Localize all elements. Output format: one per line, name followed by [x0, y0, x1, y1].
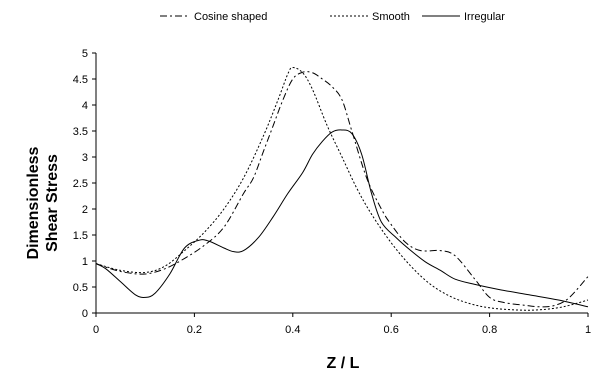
x-tick-label: 0.6: [384, 324, 399, 336]
legend-label-irregular: Irregular: [464, 11, 505, 23]
y-tick-label: 0.5: [73, 282, 88, 294]
y-tick-label: 4: [82, 100, 88, 112]
series-line-irregular: [95, 129, 589, 308]
x-tick-label: 0.8: [482, 324, 497, 336]
x-tick-label: 0.4: [285, 324, 300, 336]
y-tick-label: 2.5: [73, 178, 88, 190]
y-tick-label: 5: [82, 48, 88, 60]
x-tick-label: 0.2: [187, 324, 202, 336]
y-tick-label: 3.5: [73, 126, 88, 138]
y-tick-label: 3: [82, 152, 88, 164]
x-tick-label: 1: [585, 324, 591, 336]
y-axis-title-line: Dimensionless: [25, 146, 42, 259]
legend: Cosine shaped Smooth Irregular: [160, 11, 505, 23]
y-axis-title-line: Shear Stress: [44, 154, 61, 252]
axes: 0 0.5 1 1.5 2 2.5 3 3.5 4 4.5 5 0 0.2 0.4 0.6 0.8 1: [73, 48, 591, 336]
y-tick-label: 0: [82, 308, 88, 320]
series-group: [95, 67, 589, 311]
y-tick-label: 4.5: [73, 74, 88, 86]
x-tick-label: 0: [93, 324, 99, 336]
series-line-cosine-shaped: [95, 71, 589, 308]
y-tick-label: 1.5: [73, 230, 88, 242]
y-tick-label: 2: [82, 204, 88, 216]
legend-label-cosine-shaped: Cosine shaped: [194, 11, 267, 23]
y-tick-label: 1: [82, 256, 88, 268]
legend-label-smooth: Smooth: [372, 11, 410, 23]
x-axis-title: Z / L: [327, 355, 360, 372]
y-axis-title: Dimensionless Shear Stress: [25, 146, 61, 259]
